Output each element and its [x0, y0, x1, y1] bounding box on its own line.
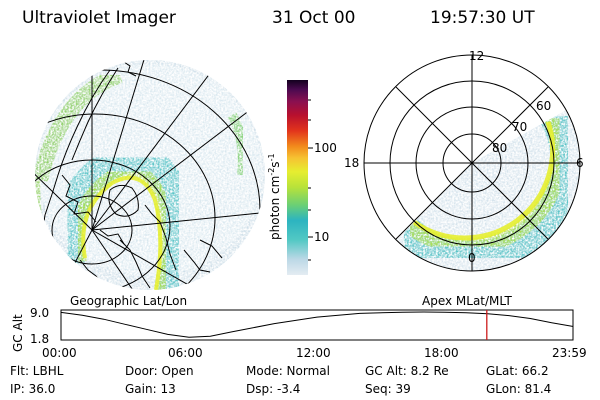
- time-tick-2359: 23:59: [552, 346, 587, 360]
- status-glat: GLat: 66.2: [486, 364, 549, 378]
- altitude-curve: [60, 311, 573, 338]
- status-gain: Gain: 13: [125, 382, 176, 396]
- time-tick-1800: 18:00: [424, 346, 459, 360]
- colorbar-ticks: [308, 99, 313, 261]
- mlt-label-12: 12: [469, 49, 484, 63]
- status-gc-alt: GC Alt: 8.2 Re: [365, 364, 449, 378]
- altitude-tick-low: 1.8: [30, 332, 49, 346]
- mlat-mlt-image: [363, 54, 581, 272]
- colorbar-tick-10: 10: [314, 230, 329, 244]
- mlat-label-80: 80: [492, 141, 507, 155]
- polar-grid: [363, 54, 581, 272]
- status-door: Door: Open: [125, 364, 194, 378]
- status-dsp: Dsp: -3.4: [246, 382, 301, 396]
- status-mode: Mode: Normal: [246, 364, 330, 378]
- colorbar-unit-label: photon cm-2s-1: [267, 153, 282, 240]
- geographic-caption: Geographic Lat/Lon: [70, 294, 187, 308]
- mlat-label-70: 70: [512, 120, 527, 134]
- status-glon: GLon: 81.4: [486, 382, 552, 396]
- observation-date: 31 Oct 00: [272, 8, 356, 28]
- status-filter: Flt: LBHL: [10, 364, 64, 378]
- mlat-label-60: 60: [536, 99, 551, 113]
- altitude-plot-frame: [60, 309, 574, 341]
- colorbar-tick-100: 100: [314, 141, 337, 155]
- colorbar-gradient: [287, 80, 308, 275]
- time-tick-1200: 12:00: [296, 346, 331, 360]
- altitude-tick-high: 9.0: [30, 306, 49, 320]
- altitude-axis-label: GC Alt: [11, 314, 25, 352]
- apex-caption: Apex MLat/MLT: [422, 294, 512, 308]
- mlt-label-6: 6: [576, 156, 584, 170]
- time-tick-0000: 00:00: [42, 346, 77, 360]
- observation-time: 19:57:30 UT: [430, 8, 535, 28]
- instrument-title: Ultraviolet Imager: [22, 8, 176, 28]
- status-seq: Seq: 39: [365, 382, 411, 396]
- status-ip: IP: 36.0: [10, 382, 56, 396]
- time-tick-0600: 06:00: [168, 346, 203, 360]
- mlt-label-18: 18: [344, 156, 359, 170]
- mlt-label-0: 0: [468, 251, 476, 265]
